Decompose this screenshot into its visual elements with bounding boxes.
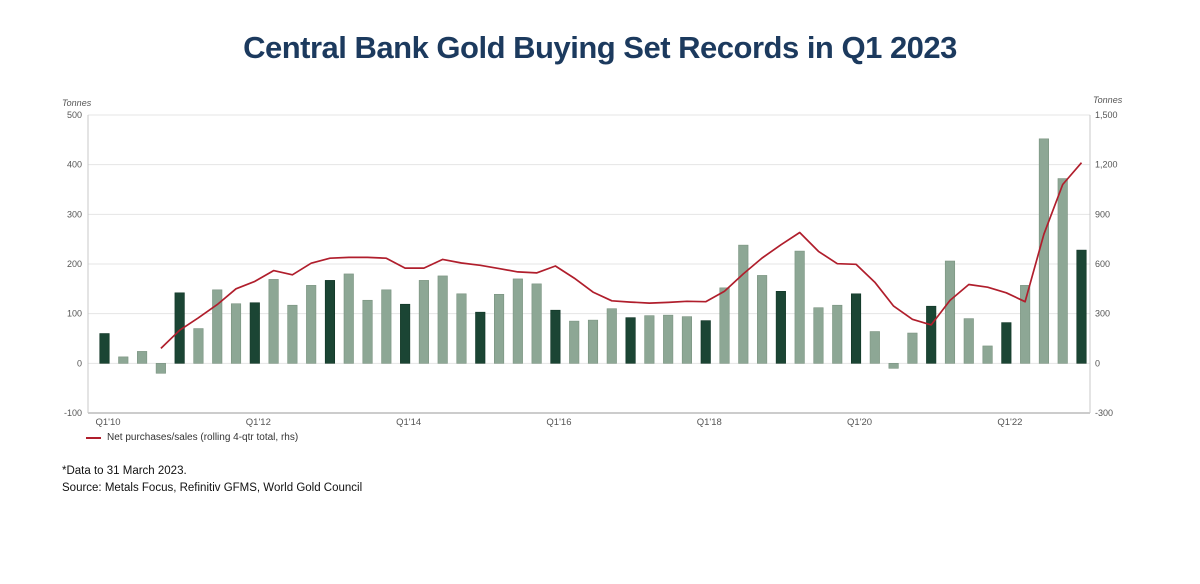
bar-Q2'20 xyxy=(869,331,880,364)
x-axis-tick-label: Q1'16 xyxy=(546,417,571,428)
bar-Q1'17 xyxy=(625,317,636,364)
bar-Q3'17 xyxy=(663,314,674,364)
bar-Q4'18 xyxy=(757,275,768,364)
footnote-data-note: *Data to 31 March 2023. xyxy=(62,465,187,477)
bar-Q3'22 xyxy=(1038,138,1049,364)
trend-line xyxy=(160,162,1083,350)
bar-Q3'13 xyxy=(362,299,373,364)
x-axis-tick-label: Q1'22 xyxy=(997,417,1022,428)
bar-Q3'18 xyxy=(738,244,749,364)
bar-Q3'20 xyxy=(888,363,899,369)
bar-Q4'22 xyxy=(1057,178,1068,364)
right-axis-tick-label: 300 xyxy=(1095,309,1110,319)
left-axis-tick-label: 400 xyxy=(67,160,82,170)
bar-Q4'14 xyxy=(456,293,467,364)
bar-Q4'11 xyxy=(230,303,242,364)
bar-Q4'16 xyxy=(606,308,617,364)
bar-Q3'16 xyxy=(587,319,599,364)
bar-Q2'14 xyxy=(418,280,429,364)
bar-Q4'15 xyxy=(531,283,542,364)
right-axis-tick-label: 1,500 xyxy=(1095,110,1118,120)
bar-Q4'13 xyxy=(381,289,392,364)
left-axis-tick-label: 300 xyxy=(67,209,82,219)
bar-Q2'16 xyxy=(569,320,580,364)
bar-Q1'20 xyxy=(850,293,862,364)
legend-line-label: Net purchases/sales (rolling 4-qtr total… xyxy=(107,432,299,443)
bar-Q3'10 xyxy=(137,351,148,364)
left-axis-tick-label: 0 xyxy=(77,358,82,368)
bar-Q2'19 xyxy=(794,250,805,364)
bar-Q2'12 xyxy=(268,279,279,364)
legend: Net purchases/sales (rolling 4-qtr total… xyxy=(86,432,298,443)
footnote-source: Source: Metals Focus, Refinitiv GFMS, Wo… xyxy=(62,482,363,494)
bar-Q1'13 xyxy=(324,280,336,364)
bar-Q3'11 xyxy=(212,289,223,364)
left-axis-tick-label: 200 xyxy=(67,259,82,269)
chart-title: Central Bank Gold Buying Set Records in … xyxy=(243,30,957,65)
bar-Q1'22 xyxy=(1001,322,1012,364)
bar-Q2'17 xyxy=(644,315,655,364)
x-axis-tick-label: Q1'18 xyxy=(697,417,722,428)
left-axis-tick-label: 500 xyxy=(67,110,82,120)
right-axis-tick-label: 1,200 xyxy=(1095,160,1118,170)
bar-Q2'10 xyxy=(118,356,129,364)
bar-Q2'22 xyxy=(1020,285,1031,364)
bar-Q2'15 xyxy=(494,293,505,364)
bar-Q1'15 xyxy=(475,311,486,364)
bar-Q4'19 xyxy=(832,304,843,364)
bar-Q4'21 xyxy=(982,345,993,364)
bar-Q3'12 xyxy=(287,304,298,364)
right-axis-tick-label: 0 xyxy=(1095,358,1100,368)
right-axis-tick-label: -300 xyxy=(1095,408,1113,418)
bar-Q2'21 xyxy=(944,260,956,364)
bar-Q3'15 xyxy=(512,278,523,364)
bar-Q3'14 xyxy=(437,275,448,364)
bar-Q4'12 xyxy=(306,285,317,364)
bar-Q1'18 xyxy=(700,320,711,364)
x-axis-tick-label: Q1'12 xyxy=(246,417,271,428)
bar-Q3'19 xyxy=(813,307,824,364)
bar-Q4'10 xyxy=(155,363,166,374)
left-axis-unit-label: Tonnes xyxy=(62,98,92,108)
bar-Q1'19 xyxy=(775,291,786,364)
bar-Q2'13 xyxy=(343,273,354,364)
right-axis-unit-label: Tonnes xyxy=(1093,95,1123,105)
bar-Q2'11 xyxy=(193,328,204,364)
x-axis-tick-label: Q1'14 xyxy=(396,417,421,428)
right-axis-tick-label: 600 xyxy=(1095,259,1110,269)
right-axis-tick-label: 900 xyxy=(1095,209,1110,219)
left-axis-tick-label: 100 xyxy=(67,309,82,319)
bar-Q1'12 xyxy=(249,302,260,364)
legend-line-swatch xyxy=(86,436,101,439)
bar-Q2'18 xyxy=(719,287,730,364)
bar-Q1'16 xyxy=(550,309,561,364)
x-axis-tick-label: Q1'10 xyxy=(96,417,121,428)
bar-Q3'21 xyxy=(963,318,974,364)
left-axis-tick-label: -100 xyxy=(64,408,82,418)
bar-Q4'20 xyxy=(907,332,918,364)
bar-Q1'23 xyxy=(1076,249,1087,364)
bar-Q1'14 xyxy=(400,303,411,364)
bar-Q1'21 xyxy=(926,305,937,364)
bar-Q1'10 xyxy=(99,333,110,364)
footnotes: *Data to 31 March 2023. Source: Metals F… xyxy=(62,463,362,497)
x-axis-tick-label: Q1'20 xyxy=(847,417,872,428)
bar-Q4'17 xyxy=(681,316,692,364)
